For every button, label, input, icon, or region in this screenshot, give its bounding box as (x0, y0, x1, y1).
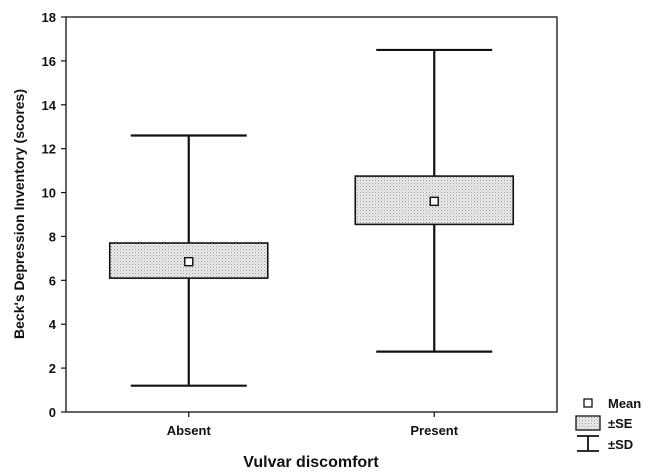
y-tick-label: 14 (42, 98, 57, 113)
mean-marker (429, 196, 439, 207)
y-tick-label: 0 (49, 405, 56, 420)
y-axis-ticks: 0 2 4 6 8 10 12 14 16 18 (42, 10, 66, 420)
y-tick-label: 4 (49, 317, 57, 332)
y-tick-label: 8 (49, 229, 56, 244)
legend-se-label: ±SE (608, 416, 633, 431)
legend-mean-label: Mean (608, 396, 641, 411)
legend-mean-symbol (583, 398, 593, 408)
legend: Mean ±SE ±SD (575, 396, 641, 452)
x-axis-title: Vulvar discomfort (243, 454, 379, 471)
legend-se-symbol (575, 415, 601, 431)
x-axis-ticks: Absent Present (167, 412, 459, 438)
y-tick-label: 10 (42, 186, 56, 201)
y-tick-label: 6 (49, 273, 56, 288)
y-tick-label: 2 (49, 361, 56, 376)
boxes-group (108, 48, 515, 387)
mean-marker (184, 256, 194, 267)
y-tick-label: 12 (42, 142, 56, 157)
x-tick-label: Absent (167, 423, 212, 438)
y-tick-label: 16 (42, 54, 56, 69)
legend-sd-label: ±SD (608, 437, 633, 452)
plot-frame (65, 16, 558, 413)
x-tick-label: Present (410, 423, 458, 438)
y-axis-title: Beck's Depression Inventory (scores) (11, 89, 27, 339)
y-tick-label: 18 (42, 10, 56, 25)
